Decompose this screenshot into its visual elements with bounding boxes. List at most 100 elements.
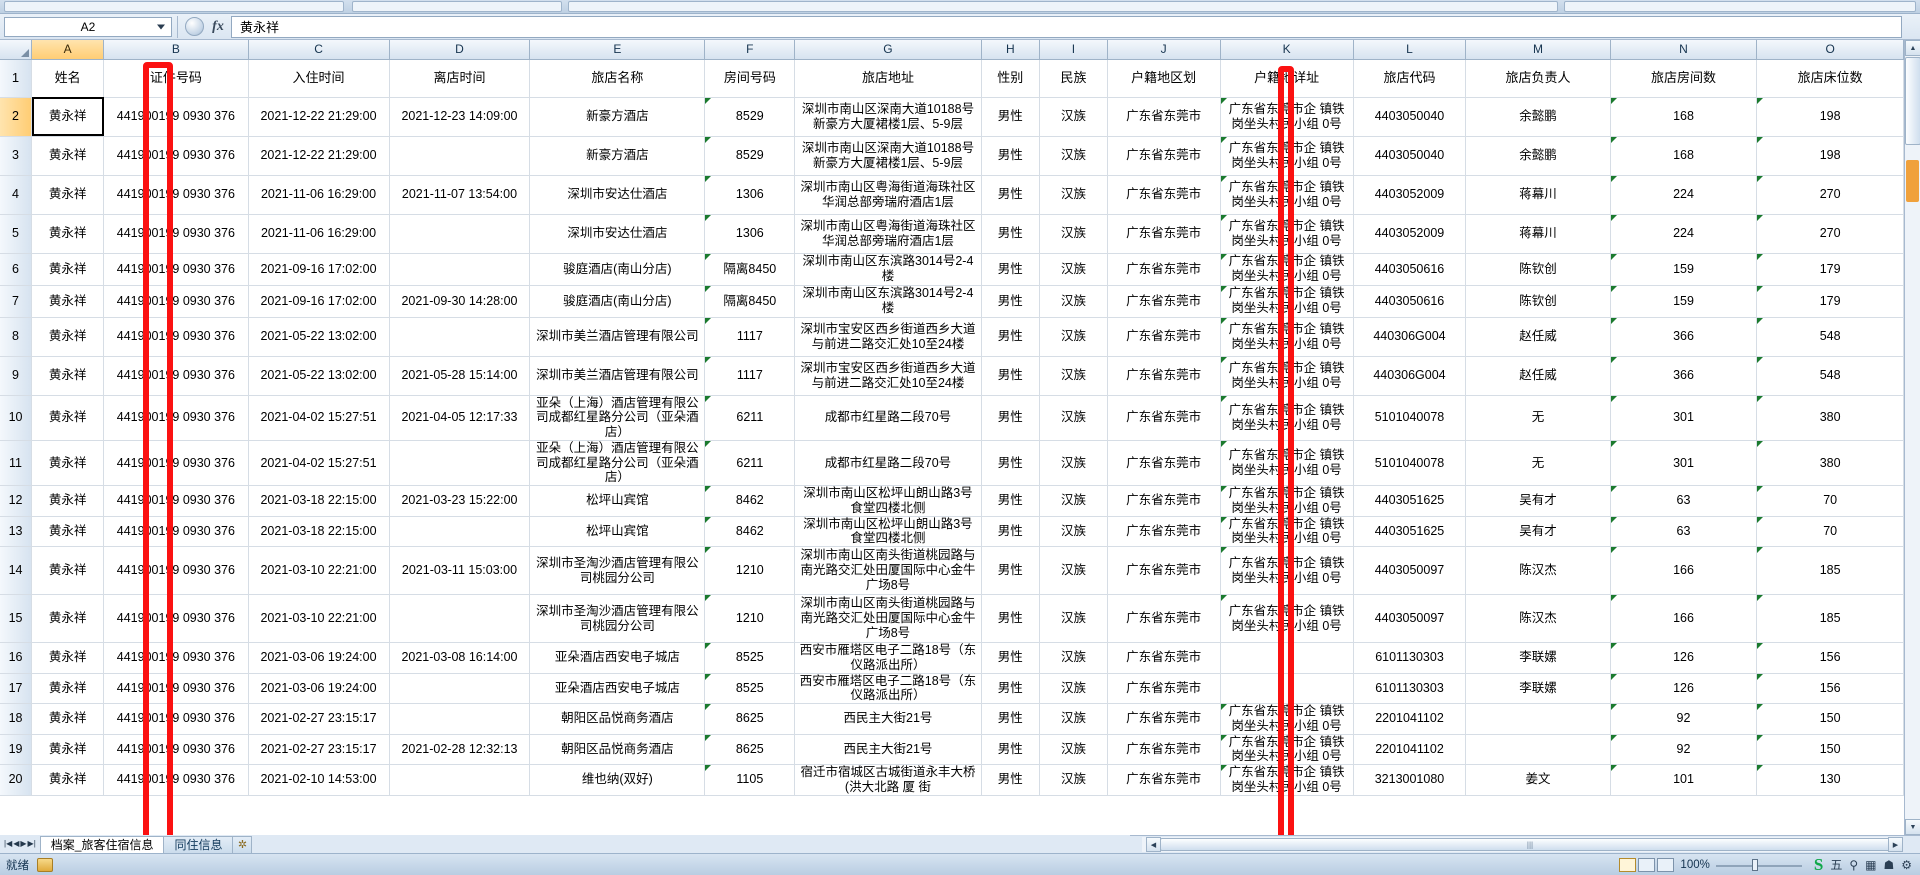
cell-F3[interactable]: 8529 (704, 136, 796, 176)
cell-M18[interactable] (1465, 703, 1611, 735)
cell-D20[interactable] (389, 764, 531, 796)
cell-K9[interactable]: 广东省东莞市企 镇铁岗坐头村民小组 0号 (1220, 356, 1354, 396)
column-header-G[interactable]: G (794, 40, 982, 60)
cell-H2[interactable]: 男性 (981, 97, 1041, 137)
cell-N5[interactable]: 224 (1610, 214, 1758, 254)
cell-D7[interactable]: 2021-09-30 14:28:00 (389, 285, 531, 318)
cell-O10[interactable]: 380 (1756, 395, 1904, 441)
cell-F4[interactable]: 1306 (704, 175, 796, 215)
cell-A10[interactable]: 黄永祥 (31, 395, 105, 441)
cell-E2[interactable]: 新豪方酒店 (529, 97, 706, 137)
cell-F8[interactable]: 1117 (704, 317, 796, 357)
header-cell-H1[interactable]: 性别 (981, 59, 1041, 98)
cell-G2[interactable]: 深圳市南山区深南大道10188号新豪方大厦裙楼1层、5-9层 (794, 97, 982, 137)
cell-M2[interactable]: 余懿鹏 (1465, 97, 1611, 137)
header-cell-A1[interactable]: 姓名 (31, 59, 105, 98)
name-box[interactable]: A2 (4, 16, 172, 37)
cell-O16[interactable]: 156 (1756, 642, 1904, 674)
cell-C15[interactable]: 2021-03-10 22:21:00 (248, 594, 390, 643)
cell-J12[interactable]: 广东省东莞市 (1107, 485, 1221, 517)
cell-E7[interactable]: 骏庭酒店(南山分店) (529, 285, 706, 318)
cell-A11[interactable]: 黄永祥 (31, 440, 105, 487)
cell-I12[interactable]: 汉族 (1039, 485, 1108, 517)
cell-M15[interactable]: 陈汉杰 (1465, 594, 1611, 643)
cell-E9[interactable]: 深圳市美兰酒店管理有限公司 (529, 356, 706, 396)
cell-B8[interactable]: 441900199 0930 376 (103, 317, 249, 357)
vertical-scroll-thumb[interactable] (1905, 57, 1920, 145)
cell-C3[interactable]: 2021-12-22 21:29:00 (248, 136, 390, 176)
row-header-13[interactable]: 13 (0, 516, 33, 547)
cell-G19[interactable]: 西民主大街21号 (794, 734, 982, 765)
cell-O9[interactable]: 548 (1756, 356, 1904, 396)
cell-E3[interactable]: 新豪方酒店 (529, 136, 706, 176)
cell-A15[interactable]: 黄永祥 (31, 594, 105, 643)
header-cell-L1[interactable]: 旅店代码 (1353, 59, 1467, 98)
cell-O19[interactable]: 150 (1756, 734, 1904, 765)
cell-C9[interactable]: 2021-05-22 13:02:00 (248, 356, 390, 396)
cell-N3[interactable]: 168 (1610, 136, 1758, 176)
cell-F11[interactable]: 6211 (704, 440, 796, 487)
cell-B20[interactable]: 441900199 0930 376 (103, 764, 249, 796)
cell-O20[interactable]: 130 (1756, 764, 1904, 796)
cell-N9[interactable]: 366 (1610, 356, 1758, 396)
cell-C14[interactable]: 2021-03-10 22:21:00 (248, 546, 390, 595)
cell-I20[interactable]: 汉族 (1039, 764, 1108, 796)
row-header-10[interactable]: 10 (0, 395, 33, 441)
cell-F14[interactable]: 1210 (704, 546, 796, 595)
cell-A4[interactable]: 黄永祥 (31, 175, 105, 215)
cell-I11[interactable]: 汉族 (1039, 440, 1108, 487)
header-cell-J1[interactable]: 户籍地区划 (1107, 59, 1221, 98)
cell-H20[interactable]: 男性 (981, 764, 1041, 796)
header-cell-G1[interactable]: 旅店地址 (794, 59, 982, 98)
cell-B3[interactable]: 441900199 0930 376 (103, 136, 249, 176)
cell-M6[interactable]: 陈钦创 (1465, 253, 1611, 286)
cell-D18[interactable] (389, 703, 531, 735)
cell-A7[interactable]: 黄永祥 (31, 285, 105, 318)
cell-M13[interactable]: 吴有才 (1465, 516, 1611, 547)
cell-N11[interactable]: 301 (1610, 440, 1758, 487)
row-header-18[interactable]: 18 (0, 703, 33, 735)
cell-L15[interactable]: 4403050097 (1353, 594, 1467, 643)
insert-function-icon[interactable]: fx (212, 18, 224, 34)
cell-F9[interactable]: 1117 (704, 356, 796, 396)
cell-H17[interactable]: 男性 (981, 673, 1041, 704)
cell-I16[interactable]: 汉族 (1039, 642, 1108, 674)
cell-K6[interactable]: 广东省东莞市企 镇铁岗坐头村民小组 0号 (1220, 253, 1354, 286)
cell-G9[interactable]: 深圳市宝安区西乡街道西乡大道与前进二路交汇处10至24楼 (794, 356, 982, 396)
cell-J4[interactable]: 广东省东莞市 (1107, 175, 1221, 215)
cell-E17[interactable]: 亚朵酒店西安电子城店 (529, 673, 706, 704)
cell-L14[interactable]: 4403050097 (1353, 546, 1467, 595)
ime-mode-icon[interactable]: 五 (1830, 858, 1843, 872)
cell-D14[interactable]: 2021-03-11 15:03:00 (389, 546, 531, 595)
cell-E10[interactable]: 亚朵（上海）酒店管理有限公司成都红星路分公司（亚朵酒店） (529, 395, 706, 441)
cell-O7[interactable]: 179 (1756, 285, 1904, 318)
cell-F7[interactable]: 隔离8450 (704, 285, 796, 318)
column-header-I[interactable]: I (1039, 40, 1108, 60)
cell-O3[interactable]: 198 (1756, 136, 1904, 176)
cell-D2[interactable]: 2021-12-23 14:09:00 (389, 97, 531, 137)
cell-B14[interactable]: 441900199 0930 376 (103, 546, 249, 595)
cell-B15[interactable]: 441900199 0930 376 (103, 594, 249, 643)
cell-M16[interactable]: 李联嫘 (1465, 642, 1611, 674)
cell-K14[interactable]: 广东省东莞市企 镇铁岗坐头村民小组 0号 (1220, 546, 1354, 595)
cell-F15[interactable]: 1210 (704, 594, 796, 643)
column-header-M[interactable]: M (1465, 40, 1611, 60)
column-header-B[interactable]: B (103, 40, 249, 60)
header-cell-E1[interactable]: 旅店名称 (529, 59, 706, 98)
cell-K5[interactable]: 广东省东莞市企 镇铁岗坐头村民小组 0号 (1220, 214, 1354, 254)
tools-icon[interactable]: ⚙ (1901, 857, 1912, 872)
header-cell-M1[interactable]: 旅店负责人 (1465, 59, 1611, 98)
cell-A13[interactable]: 黄永祥 (31, 516, 105, 547)
cell-B16[interactable]: 441900199 0930 376 (103, 642, 249, 674)
cell-H12[interactable]: 男性 (981, 485, 1041, 517)
cell-O8[interactable]: 548 (1756, 317, 1904, 357)
cell-B17[interactable]: 441900199 0930 376 (103, 673, 249, 704)
cell-D11[interactable] (389, 440, 531, 487)
cell-F13[interactable]: 8462 (704, 516, 796, 547)
cell-A9[interactable]: 黄永祥 (31, 356, 105, 396)
scroll-left-icon[interactable]: ◀ (1146, 837, 1161, 852)
cell-N4[interactable]: 224 (1610, 175, 1758, 215)
cell-C10[interactable]: 2021-04-02 15:27:51 (248, 395, 390, 441)
cell-B6[interactable]: 441900199 0930 376 (103, 253, 249, 286)
cell-D19[interactable]: 2021-02-28 12:32:13 (389, 734, 531, 765)
